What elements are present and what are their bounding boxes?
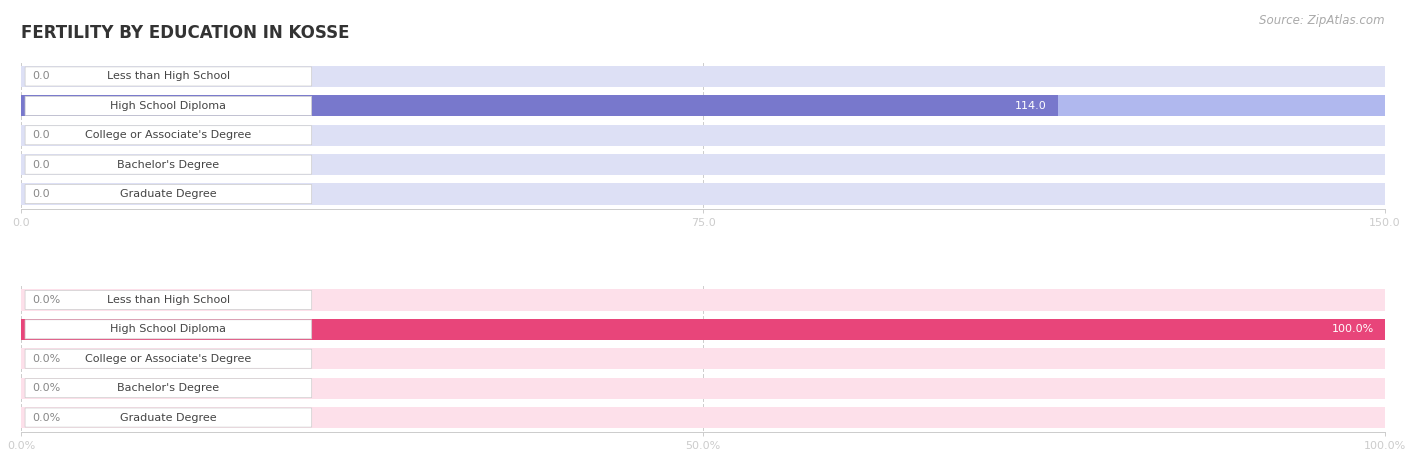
FancyBboxPatch shape [25,155,312,174]
Bar [21,289,1385,311]
FancyBboxPatch shape [25,126,312,145]
Text: College or Associate's Degree: College or Associate's Degree [86,354,252,364]
Bar [21,154,1385,175]
Text: 0.0: 0.0 [32,189,49,199]
Text: 100.0%: 100.0% [1331,324,1374,334]
Bar [21,407,1385,428]
Text: High School Diploma: High School Diploma [111,324,226,334]
Text: Graduate Degree: Graduate Degree [120,189,217,199]
Text: High School Diploma: High School Diploma [111,101,226,111]
FancyBboxPatch shape [25,96,312,115]
FancyBboxPatch shape [25,320,312,339]
Text: 0.0%: 0.0% [32,413,60,423]
Text: 0.0%: 0.0% [32,354,60,364]
Text: College or Associate's Degree: College or Associate's Degree [86,130,252,140]
FancyBboxPatch shape [25,290,312,310]
Text: 0.0: 0.0 [32,130,49,140]
FancyBboxPatch shape [25,67,312,86]
Bar [21,95,1385,116]
Text: 0.0: 0.0 [32,160,49,170]
FancyBboxPatch shape [25,408,312,427]
Text: 114.0: 114.0 [1015,101,1046,111]
FancyBboxPatch shape [25,379,312,398]
Text: FERTILITY BY EDUCATION IN KOSSE: FERTILITY BY EDUCATION IN KOSSE [21,24,350,42]
Bar [21,66,1385,87]
Bar [21,319,1385,340]
Text: Less than High School: Less than High School [107,295,231,305]
FancyBboxPatch shape [25,184,312,204]
Bar [21,348,1385,370]
Text: Source: ZipAtlas.com: Source: ZipAtlas.com [1260,14,1385,27]
Text: 0.0%: 0.0% [32,295,60,305]
Bar [21,124,1385,146]
FancyBboxPatch shape [25,349,312,368]
Text: Bachelor's Degree: Bachelor's Degree [117,160,219,170]
Bar [21,319,1385,340]
Text: Less than High School: Less than High School [107,71,231,81]
Bar [21,378,1385,399]
Text: Graduate Degree: Graduate Degree [120,413,217,423]
Bar [21,95,1057,116]
Text: 0.0%: 0.0% [32,383,60,393]
Text: Bachelor's Degree: Bachelor's Degree [117,383,219,393]
Text: 0.0: 0.0 [32,71,49,81]
Bar [21,183,1385,205]
